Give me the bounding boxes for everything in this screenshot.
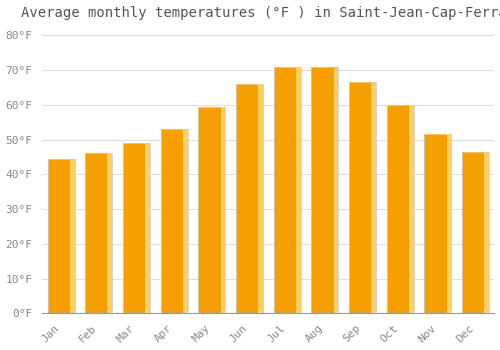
Bar — [312, 66, 338, 313]
Bar — [312, 66, 338, 313]
Bar — [349, 82, 376, 313]
Bar — [349, 82, 376, 313]
Bar — [386, 105, 414, 313]
Bar — [160, 129, 188, 313]
Bar — [236, 84, 263, 313]
Bar — [334, 66, 338, 313]
Bar — [424, 134, 452, 313]
Bar — [48, 159, 74, 313]
Bar — [446, 134, 452, 313]
Bar — [108, 153, 112, 313]
Bar — [371, 82, 376, 313]
Bar — [296, 66, 301, 313]
Bar — [409, 105, 414, 313]
Bar — [220, 106, 226, 313]
Bar — [386, 105, 414, 313]
Bar — [48, 159, 74, 313]
Bar — [123, 143, 150, 313]
Bar — [198, 106, 226, 313]
Bar — [123, 143, 150, 313]
Bar — [462, 152, 489, 313]
Bar — [183, 129, 188, 313]
Bar — [484, 152, 489, 313]
Bar — [85, 153, 112, 313]
Bar — [236, 84, 263, 313]
Bar — [258, 84, 263, 313]
Title: Average monthly temperatures (°F ) in Saint-Jean-Cap-Ferrat: Average monthly temperatures (°F ) in Sa… — [22, 6, 500, 20]
Bar — [70, 159, 74, 313]
Bar — [85, 153, 112, 313]
Bar — [160, 129, 188, 313]
Bar — [145, 143, 150, 313]
Bar — [424, 134, 452, 313]
Bar — [462, 152, 489, 313]
Bar — [274, 66, 301, 313]
Bar — [274, 66, 301, 313]
Bar — [198, 106, 226, 313]
